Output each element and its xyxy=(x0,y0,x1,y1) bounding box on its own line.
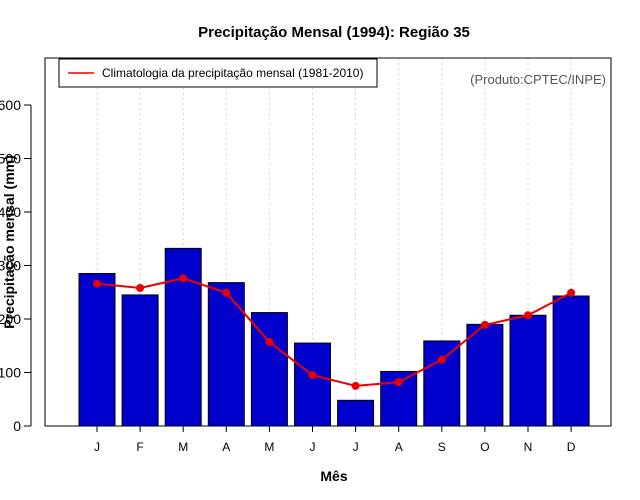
bar xyxy=(207,282,245,427)
x-tick-label: A xyxy=(222,440,230,454)
x-tick-label: O xyxy=(480,440,489,454)
bar xyxy=(509,314,547,427)
climatology-point xyxy=(308,371,317,380)
x-tick-label: D xyxy=(567,440,576,454)
chart-title: Precipitação Mensal (1994): Região 35 xyxy=(198,24,470,41)
x-tick-label: J xyxy=(310,440,316,454)
climatology-point xyxy=(222,288,231,297)
bar xyxy=(78,273,116,427)
x-tick-label: A xyxy=(395,440,403,454)
y-tick-label: 500 xyxy=(0,151,21,167)
legend: Climatologia da precipitação mensal (198… xyxy=(58,58,378,88)
bar xyxy=(337,399,375,427)
x-tick-label: F xyxy=(136,440,143,454)
y-tick-label: 400 xyxy=(0,204,21,220)
bar xyxy=(121,294,159,427)
y-tick-label: 0 xyxy=(13,418,21,434)
climatology-line xyxy=(93,274,576,390)
climatology-point xyxy=(394,378,403,387)
x-tick-label: J xyxy=(353,440,359,454)
x-tick-label: S xyxy=(438,440,446,454)
bar xyxy=(250,312,288,427)
climatology-point xyxy=(136,283,145,292)
bar xyxy=(552,295,590,427)
x-tick-label: N xyxy=(524,440,533,454)
bar xyxy=(466,323,504,427)
y-tick-label: 200 xyxy=(0,311,21,327)
x-tick-label: J xyxy=(94,440,100,454)
climatology-polyline xyxy=(96,277,572,387)
climatology-point xyxy=(351,381,360,390)
climatology-point xyxy=(93,279,101,288)
credit-annotation: (Produto:CPTEC/INPE) xyxy=(470,72,606,87)
y-tick-label: 100 xyxy=(0,365,21,381)
climatology-point xyxy=(179,274,188,283)
climatology-point xyxy=(480,320,489,329)
climatology-point xyxy=(437,355,446,364)
x-axis-label: Mês xyxy=(320,468,347,484)
bar xyxy=(423,340,461,427)
bar xyxy=(294,342,331,427)
legend-box xyxy=(58,58,378,88)
climatology-point xyxy=(265,338,274,347)
climatology-point xyxy=(524,311,532,320)
legend-label: Climatologia da precipitação mensal (198… xyxy=(102,66,363,80)
y-axis: 0 100 200 300 400 500 600 xyxy=(0,97,32,434)
y-axis-label: Precipitação mensal (mm) xyxy=(1,155,17,329)
bars xyxy=(78,247,590,427)
x-tick-label: M xyxy=(178,440,188,454)
y-tick-label: 300 xyxy=(0,258,21,274)
plot-frame xyxy=(44,57,612,427)
y-tick-label: 600 xyxy=(0,97,21,113)
x-tick-label: M xyxy=(264,440,274,454)
climatology-point xyxy=(567,288,576,297)
